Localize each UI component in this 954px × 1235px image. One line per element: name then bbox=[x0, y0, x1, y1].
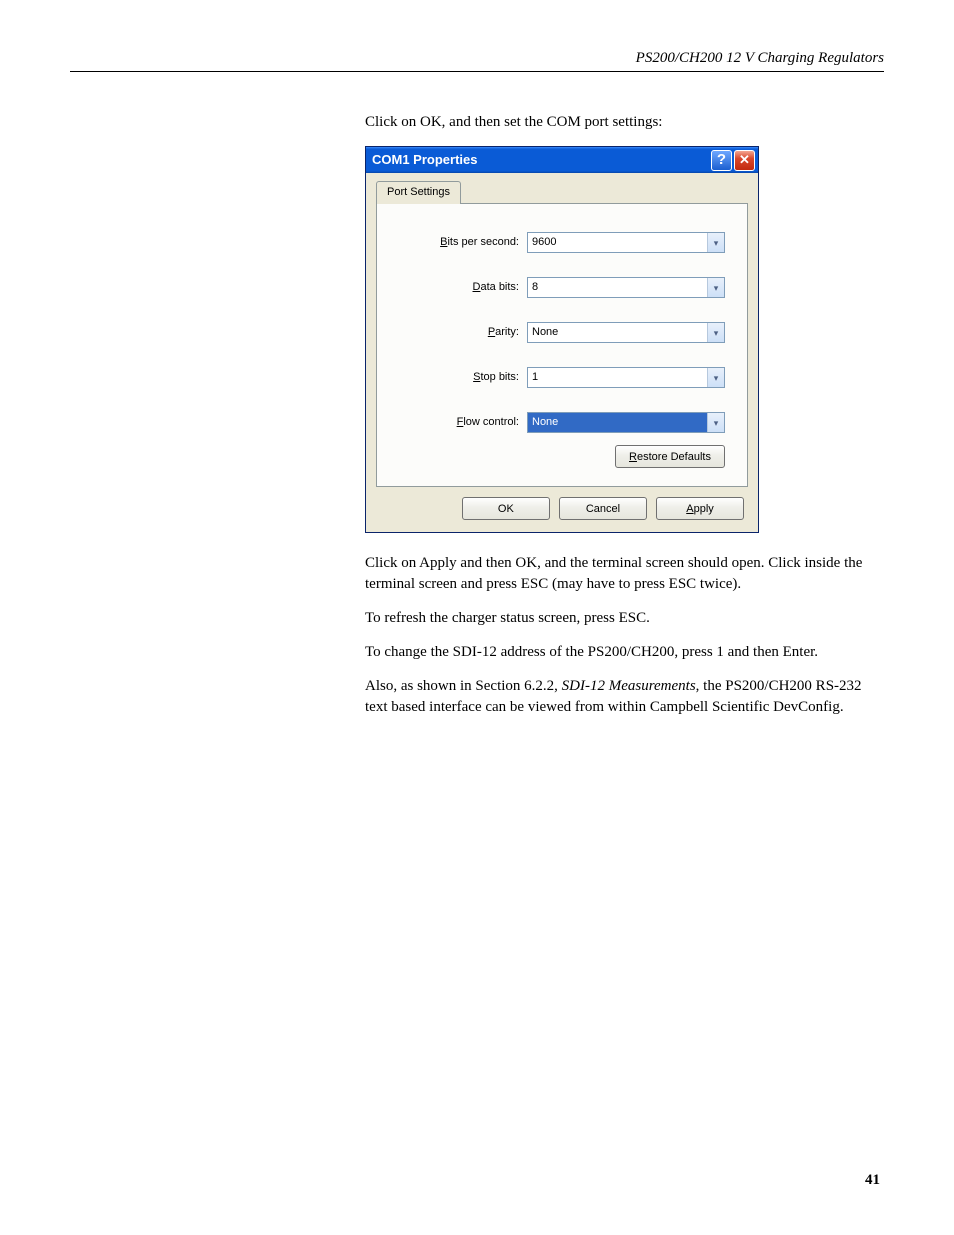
tab-strip: Port Settings bbox=[376, 181, 748, 203]
tab-port-settings[interactable]: Port Settings bbox=[376, 181, 461, 204]
apply-button[interactable]: Apply bbox=[656, 497, 744, 520]
chevron-down-icon[interactable]: ▾ bbox=[707, 278, 724, 297]
combo-bits-per-second[interactable]: 9600 ▾ bbox=[527, 232, 725, 253]
paragraph-4: To change the SDI-12 address of the PS20… bbox=[365, 642, 885, 662]
chevron-down-icon[interactable]: ▾ bbox=[707, 323, 724, 342]
combo-data-bits[interactable]: 8 ▾ bbox=[527, 277, 725, 298]
paragraph-3: To refresh the charger status screen, pr… bbox=[365, 608, 885, 628]
ok-button[interactable]: OK bbox=[462, 497, 550, 520]
paragraph-intro: Click on OK, and then set the COM port s… bbox=[365, 112, 885, 132]
dialog-title: COM1 Properties bbox=[372, 151, 709, 169]
paragraph-5: Also, as shown in Section 6.2.2, SDI-12 … bbox=[365, 676, 885, 717]
help-icon[interactable]: ? bbox=[711, 150, 732, 171]
combo-value: 8 bbox=[532, 280, 538, 295]
restore-defaults-button[interactable]: Restore Defaults bbox=[615, 445, 725, 468]
combo-stop-bits[interactable]: 1 ▾ bbox=[527, 367, 725, 388]
titlebar[interactable]: COM1 Properties ? ✕ bbox=[366, 147, 758, 173]
combo-parity[interactable]: None ▾ bbox=[527, 322, 725, 343]
cancel-button[interactable]: Cancel bbox=[559, 497, 647, 520]
label-stop-bits: Stop bits: bbox=[399, 370, 527, 385]
label-flow-control: Flow control: bbox=[399, 415, 527, 430]
chevron-down-icon[interactable]: ▾ bbox=[707, 233, 724, 252]
label-parity: Parity: bbox=[399, 325, 527, 340]
tab-panel: Bits per second: 9600 ▾ Data bits: 8 ▾ bbox=[376, 203, 748, 487]
chevron-down-icon[interactable]: ▾ bbox=[707, 413, 724, 432]
chevron-down-icon[interactable]: ▾ bbox=[707, 368, 724, 387]
page-number: 41 bbox=[865, 1172, 880, 1189]
combo-value: 9600 bbox=[532, 235, 556, 250]
combo-value: 1 bbox=[532, 370, 538, 385]
combo-value: None bbox=[532, 415, 558, 430]
combo-flow-control[interactable]: None ▾ bbox=[527, 412, 725, 433]
paragraph-2: Click on Apply and then OK, and the term… bbox=[365, 553, 885, 594]
label-bits-per-second: Bits per second: bbox=[399, 235, 527, 250]
combo-value: None bbox=[532, 325, 558, 340]
label-data-bits: Data bits: bbox=[399, 280, 527, 295]
header-rule bbox=[70, 71, 884, 72]
running-header: PS200/CH200 12 V Charging Regulators bbox=[70, 50, 884, 70]
com1-properties-dialog: COM1 Properties ? ✕ Port Settings Bits p… bbox=[365, 146, 759, 533]
close-icon[interactable]: ✕ bbox=[734, 150, 755, 171]
